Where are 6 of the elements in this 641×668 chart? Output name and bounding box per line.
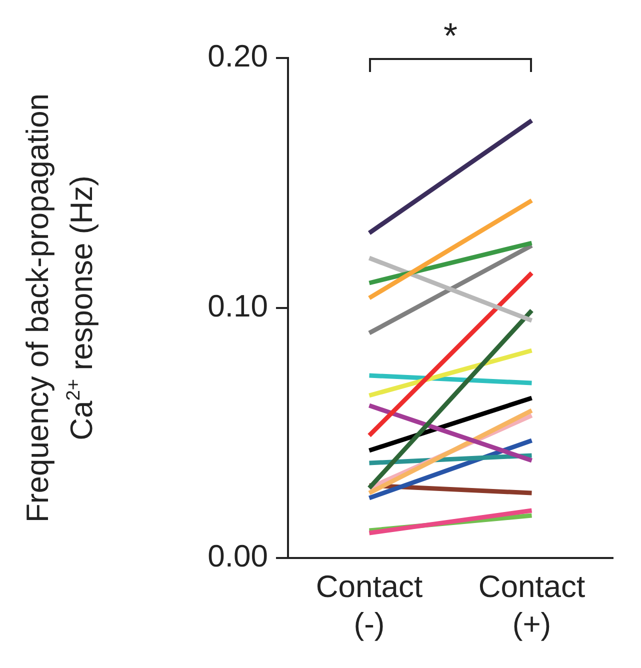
x-tick-label: Contact (-) xyxy=(316,569,424,642)
text: * xyxy=(443,15,458,56)
y-tick-label: 0.00 xyxy=(208,538,268,574)
y-tick-label: 0.10 xyxy=(208,288,268,324)
y-tick-label: 0.20 xyxy=(208,38,268,74)
x-tick-label: Contact (+) xyxy=(478,569,586,642)
